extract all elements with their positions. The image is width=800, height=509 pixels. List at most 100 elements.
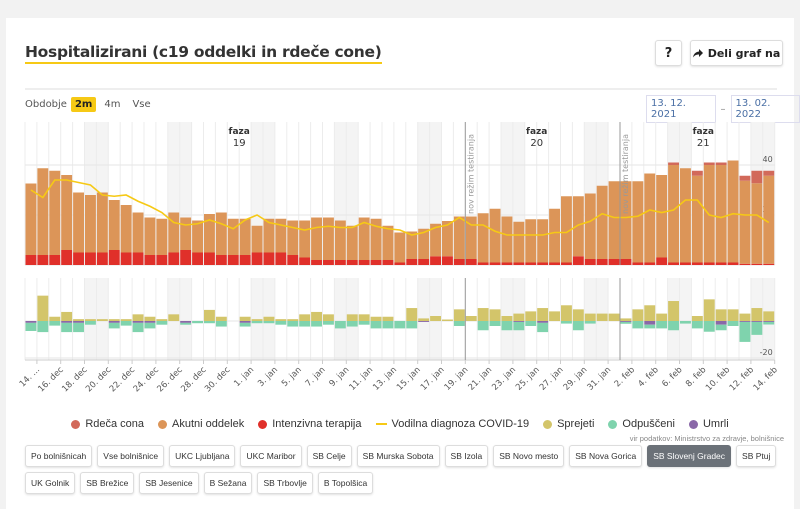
bar-akutni [180,217,192,250]
weekend-band [429,122,442,265]
bar-akutni [61,175,73,250]
bar-intenzivna [442,256,453,265]
bar-intenzivna [120,252,132,265]
weekend-band [179,278,192,360]
hospital-button[interactable]: SB Slovenj Gradec [647,445,732,467]
bar-akutni [204,214,215,253]
bar-intenzivna [406,259,418,265]
legend-label: Vodilna diagnoza COVID-19 [391,418,530,430]
bar-akutni [108,200,120,250]
bar-umrli [644,321,656,325]
bar-akutni [751,183,763,264]
hospital-button[interactable]: SB Celje [306,445,352,467]
hospital-button[interactable]: B Sežana [203,472,253,494]
bar-intenzivna [358,260,370,265]
bar-umrli [751,321,763,322]
x-tick-label: 10. feb [704,365,732,393]
bar-rdeca_cona [739,175,751,181]
hospital-button[interactable]: SB Brežice [80,472,135,494]
bar-akutni [513,221,525,263]
bar-odpusceni [382,321,394,329]
hospital-button[interactable]: Vse bolnišnice [97,445,165,467]
hospital-button[interactable]: SB Nova Gorica [569,445,643,467]
bar-odpusceni [561,321,572,324]
legend-line-icon [375,423,387,425]
bar-intenzivna [608,259,620,265]
legend-label: Odpuščeni [622,418,675,430]
bar-sprejeti [275,319,287,321]
hospital-buttons-row-1: Po bolnišnicah Vse bolnišnice UKC Ljubljan… [25,445,777,467]
period-4m-button[interactable]: 4m [104,99,121,110]
bar-sprejeti [584,313,596,321]
bar-intenzivna [275,252,287,265]
share-button[interactable]: Deli graf na [690,40,783,66]
hospital-button[interactable]: SB Izola [444,445,489,467]
bar-akutni [442,221,453,257]
bar-intenzivna [418,259,430,265]
x-tick-label: 7. jan [304,365,328,389]
bar-akutni [156,218,168,255]
weekend-band [512,122,525,265]
phase-label: faza [526,127,547,137]
bar-odpusceni [644,324,656,329]
bar-odpusceni [370,321,382,329]
legend-item[interactable]: Intenzivna terapija [258,418,362,430]
bar-sprejeti [453,309,465,321]
bar-intenzivna [703,262,715,265]
hospital-button[interactable]: UK Golnik [25,472,76,494]
x-tick-label: 31. jan [586,365,614,393]
bar-sprejeti [477,308,489,321]
legend-item[interactable]: Umrli [688,418,729,430]
bar-rdeca_cona [715,162,727,165]
bar-odpusceni [73,322,84,333]
legend-item[interactable]: Rdeča cona [71,418,144,430]
bar-sprejeti [703,299,715,321]
bar-umrli [61,321,73,323]
bar-odpusceni [489,321,501,326]
hospital-button[interactable]: SB Novo mesto [493,445,565,467]
bar-odpusceni [204,321,215,324]
hospital-button[interactable]: Po bolnišnicah [25,445,93,467]
x-tick-label: 5. jan [280,365,304,389]
bar-sprejeti [73,319,84,321]
legend-item[interactable]: Akutni oddelek [158,418,244,430]
hospital-button[interactable]: B Topolšica [317,472,374,494]
bar-akutni [691,175,703,263]
x-tick-label: 15. jan [395,365,423,393]
bar-sprejeti [596,313,608,321]
bar-akutni [477,213,489,263]
bar-odpusceni [180,322,192,325]
bar-odpusceni [656,321,668,329]
hospital-button[interactable]: SB Trbovlje [257,472,313,494]
bar-odpusceni [61,322,73,333]
hospital-button[interactable]: UKC Maribor [240,445,302,467]
bar-intenzivna [561,262,572,265]
legend-dot-icon [71,419,81,429]
bar-sprejeti [620,318,632,321]
hospital-button[interactable]: SB Murska Sobota [356,445,440,467]
divider [25,88,777,90]
hospital-button[interactable]: UKC Ljubljana [169,445,236,467]
bar-odpusceni [299,321,311,327]
bar-odpusceni [453,321,465,326]
bar-intenzivna [180,250,192,265]
bar-umrli [739,321,751,322]
legend-item[interactable]: Odpuščeni [608,418,675,430]
bar-odpusceni [525,321,537,326]
bar-akutni [287,220,299,255]
x-tick-label: 4. feb [636,365,660,389]
bar-odpusceni [394,321,406,329]
legend-item[interactable]: Sprejeti [543,418,594,430]
bar-sprejeti [465,316,477,321]
bar-sprejeti [727,309,739,321]
period-all-button[interactable]: Vse [132,99,151,110]
hospital-button[interactable]: SB Jesenice [139,472,199,494]
legend-item[interactable]: Vodilna diagnoza COVID-19 [375,418,530,430]
legend-label: Intenzivna terapija [272,418,362,430]
hospital-button[interactable]: SB Ptuj [736,445,777,467]
bar-rdeca_cona [703,162,715,165]
bar-odpusceni [346,321,358,327]
bar-sprejeti [632,309,644,321]
help-button[interactable]: ? [655,40,682,66]
period-2m-button[interactable]: 2m [70,97,97,112]
